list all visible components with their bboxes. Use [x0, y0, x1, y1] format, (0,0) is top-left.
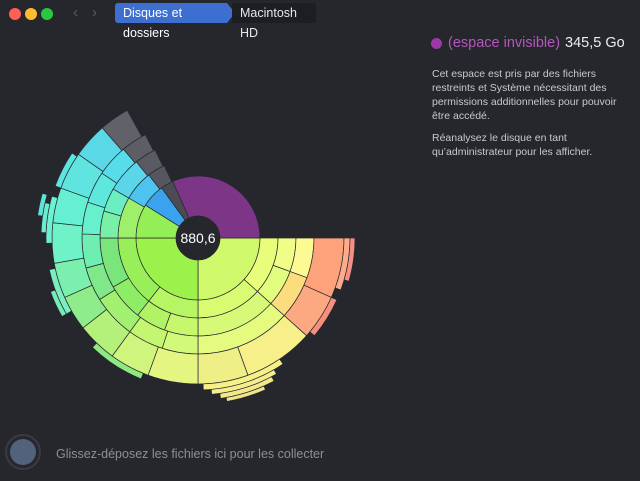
dropzone-label: Glissez-déposez les fichiers ici pour le… — [56, 447, 325, 461]
sunburst-segment[interactable] — [51, 222, 85, 264]
info-title: (espace invisible) — [448, 35, 561, 51]
sunburst-segment[interactable] — [225, 385, 266, 402]
breadcrumb-macintosh-hd[interactable]: Macintosh HD — [232, 3, 316, 40]
sunburst-segment[interactable] — [81, 233, 104, 269]
invisible-space-segment[interactable] — [172, 175, 261, 239]
info-header: (espace invisible) 345,5 Go — [431, 35, 636, 55]
back-arrow-icon[interactable]: ‹ — [73, 4, 78, 21]
center-size-label: 880,6 — [180, 230, 215, 246]
collector-ring[interactable] — [5, 434, 41, 470]
close-window-button[interactable] — [9, 8, 21, 20]
sunburst-segment[interactable] — [54, 152, 78, 189]
sunburst-segment[interactable] — [309, 296, 338, 337]
minimize-window-button[interactable] — [25, 8, 37, 20]
sunburst-segment[interactable] — [91, 342, 144, 380]
sunburst-segment[interactable] — [101, 109, 143, 151]
segment-color-dot — [431, 38, 442, 49]
info-description: Cet espace est pris par des fichiers res… — [432, 68, 617, 122]
info-hint: Réanalysez le disque en tant qu’administ… — [432, 132, 593, 158]
sunburst-segment[interactable] — [40, 202, 51, 234]
sunburst-segment[interactable] — [37, 192, 48, 217]
title-bar: ‹ › Disques et dossiers Macintosh HD — [0, 0, 640, 40]
zoom-window-button[interactable] — [41, 8, 53, 20]
info-size: 345,5 Go — [565, 35, 625, 51]
forward-arrow-icon[interactable]: › — [92, 4, 97, 21]
sunburst-segment[interactable] — [50, 289, 67, 317]
collector-icon[interactable] — [10, 439, 36, 465]
sunburst-segment[interactable] — [343, 237, 356, 282]
breadcrumb-disques-et-dossiers[interactable]: Disques et dossiers — [115, 3, 235, 40]
